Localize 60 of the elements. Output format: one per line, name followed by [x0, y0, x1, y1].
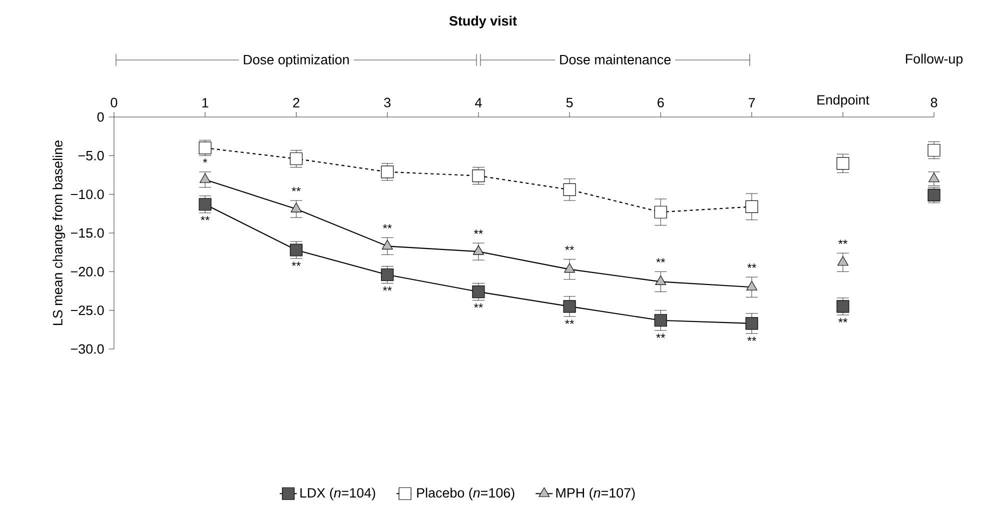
point — [381, 166, 394, 178]
point — [836, 300, 850, 313]
point — [745, 200, 758, 214]
x-tick-label: 8 — [930, 98, 938, 108]
y-tick-label: −15.0 — [70, 228, 104, 238]
point — [563, 300, 576, 313]
data-label: ** — [382, 286, 392, 291]
y-axis-title: LS mean change from baseline — [52, 140, 66, 325]
y-tick-label: −25.0 — [70, 306, 104, 316]
data-label: ** — [292, 262, 301, 266]
text: Dose maintenance — [560, 54, 671, 64]
x-tick-label: 5 — [566, 98, 573, 108]
point — [746, 280, 758, 290]
point — [654, 314, 667, 327]
y-tick-label: −20.0 — [70, 266, 104, 276]
data-label: ** — [656, 258, 666, 262]
point — [382, 240, 393, 250]
data-label: ** — [747, 336, 756, 341]
data-label: ** — [656, 334, 666, 338]
point — [564, 263, 576, 273]
x-tick-label: 3 — [384, 98, 390, 108]
point — [472, 245, 484, 255]
point — [928, 172, 940, 182]
data-label: ** — [565, 246, 574, 250]
data-label: * — [202, 158, 208, 163]
data-label: ** — [565, 320, 574, 324]
x-tick-label: 4 — [475, 98, 482, 108]
x-tick-label: 6 — [658, 98, 664, 108]
data-label: ** — [838, 318, 848, 322]
data-label: ** — [474, 303, 483, 308]
legend-label: LDX (n=104) — [300, 488, 376, 500]
point — [290, 202, 302, 212]
x-tick-label: 2 — [293, 98, 300, 108]
legend-label: MPH (n=107) — [556, 488, 635, 500]
point — [563, 183, 576, 196]
point — [836, 157, 850, 170]
y-tick-label: 0 — [97, 112, 104, 122]
data-label: ** — [747, 264, 756, 268]
data-label: ** — [838, 240, 848, 244]
y-tick-label: −10.0 — [70, 190, 104, 200]
x-tick-label: 0 — [110, 98, 118, 108]
x-tick-label: 7 — [748, 98, 755, 108]
x-tick-label: 1 — [202, 98, 208, 108]
y-tick-label: −30.0 — [70, 344, 104, 354]
point — [654, 206, 667, 218]
legend-label: Placebo (n=106) — [417, 488, 514, 500]
text: Dose optimization — [244, 54, 349, 68]
point — [290, 244, 303, 256]
point — [745, 317, 758, 330]
data-label: ** — [200, 216, 210, 220]
point — [837, 256, 848, 266]
chart-title: Study visit — [449, 16, 517, 28]
data-label: ** — [292, 187, 301, 192]
data-label: ** — [474, 230, 483, 234]
point — [655, 275, 666, 286]
text: Follow-up — [906, 54, 963, 66]
data-label: ** — [382, 224, 392, 228]
y-tick-label: −5.0 — [78, 150, 104, 160]
x-tick-label: Endpoint — [817, 94, 870, 108]
point — [198, 198, 212, 211]
